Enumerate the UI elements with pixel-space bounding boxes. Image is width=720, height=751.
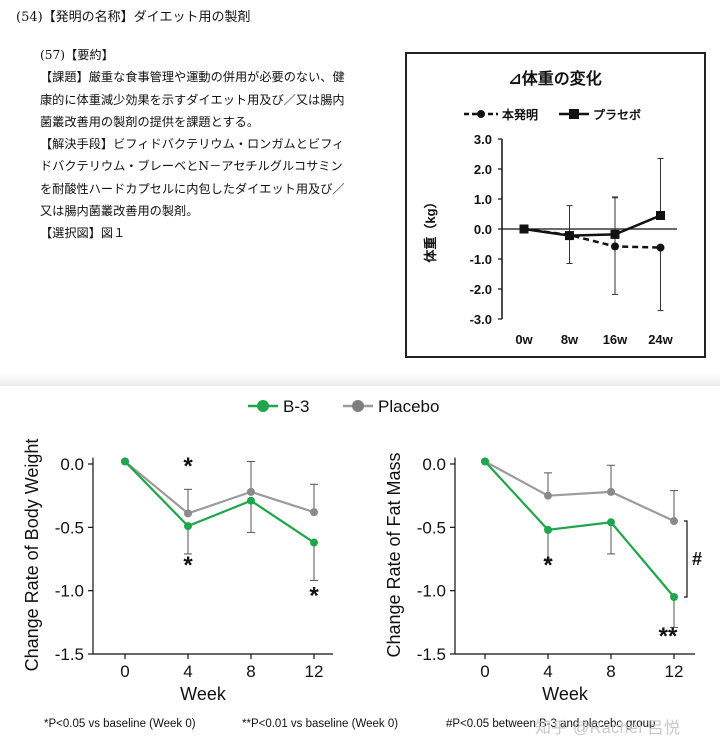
series-line: [124, 460, 315, 515]
group-difference-bracket: [684, 520, 688, 598]
footnote-p005: *P<0.05 vs baseline (Week 0): [44, 718, 196, 730]
significance-mark: *: [543, 552, 553, 579]
y-axis-label: 体重（kg）: [423, 195, 438, 262]
series-line: [484, 460, 675, 598]
legend-label: Placebo: [378, 397, 439, 416]
x-axis-label: Week: [180, 684, 227, 704]
data-point: [565, 231, 574, 241]
abstract-block: (57)【要約】 【課題】厳重な食事管理や運動の併用が必要のない、健 康的に体重…: [40, 44, 390, 245]
series-line: [484, 460, 675, 522]
data-point: [607, 487, 615, 496]
data-point: [519, 224, 529, 234]
y-tick-label: 0.0: [60, 455, 84, 474]
data-point: [184, 509, 192, 518]
data-point: [670, 593, 678, 601]
abstract-line: を耐酸性ハードカプセルに内包したダイエット用及び／: [40, 181, 345, 196]
chart-title: ⊿体重の変化: [508, 69, 601, 88]
x-tick-label: 0: [480, 662, 489, 681]
y-tick-label: -0.5: [55, 518, 84, 537]
data-point: [656, 243, 665, 252]
y-tick-label: -1.5: [55, 645, 84, 664]
clinical-results-charts: B-3 Placebo 0.0 -0.5 -1.0 -1.5 0 4 8 12 Week Change…: [22, 397, 702, 704]
x-tick-label: 12: [665, 662, 684, 681]
data-point: [656, 211, 665, 220]
x-tick-label: 16w: [603, 332, 628, 347]
footnote-between-groups: #P<0.05 between B-3 and placebo group: [446, 718, 656, 730]
y-tick-label: 3.0: [474, 132, 492, 147]
abstract-line: 【解決手段】ビフィドバクテリウム・ロンガムとビフィ: [40, 137, 345, 152]
x-tick-label: 24w: [648, 332, 673, 347]
invention-title-header: (54)【発明の名称】ダイエット用の製剤: [16, 10, 251, 25]
data-point: [544, 525, 552, 534]
data-point: [544, 491, 552, 500]
selected-figure-box: ⊿体重の変化本発明 プラセボ 3.0 2.0 1.0 0.0 -1.0 -2.0 -3.0 体重（…: [405, 52, 706, 358]
legend-label: 本発明: [502, 107, 538, 122]
legend-marker-b3: [257, 400, 269, 412]
data-point: [607, 518, 615, 527]
x-tick-label: 12: [305, 662, 324, 681]
data-point: [310, 508, 318, 517]
y-tick-label: 0.0: [422, 455, 446, 474]
x-tick-label: 8: [246, 662, 255, 681]
abstract-line: 又は腸内菌叢改善用の製剤。: [40, 204, 199, 219]
data-point: [481, 457, 489, 466]
x-tick-label: 4: [543, 662, 552, 681]
abstract-line: (57)【要約】: [40, 48, 114, 62]
data-point: [610, 229, 620, 239]
legend-marker-present-invention: [477, 110, 485, 118]
legend-marker-placebo: [569, 109, 579, 119]
x-tick-label: 0: [120, 662, 129, 681]
data-point: [121, 457, 129, 466]
y-axis-label: Change Rate of Body Weight: [22, 439, 42, 672]
footnote-p001: **P<0.01 vs baseline (Week 0): [242, 718, 399, 730]
significance-mark: *: [309, 582, 319, 609]
significance-mark: **: [659, 623, 678, 650]
x-tick-label: 8: [606, 662, 615, 681]
data-point: [611, 242, 619, 251]
y-tick-label: 1.0: [474, 192, 492, 207]
x-tick-label: 4: [183, 662, 192, 681]
significance-mark: *: [183, 552, 193, 579]
series-line: [124, 460, 315, 544]
x-tick-label: 8w: [561, 332, 579, 347]
series-line: [523, 214, 661, 237]
watermark: 知乎 @Rachel 吕悦: [535, 720, 681, 737]
y-tick-label: -3.0: [470, 312, 492, 327]
legend-label: プラセボ: [593, 107, 641, 122]
section-separator: [0, 372, 720, 386]
y-tick-label: -1.0: [470, 252, 492, 267]
y-tick-label: -0.5: [417, 518, 446, 537]
data-point: [247, 496, 255, 505]
x-tick-label: 0w: [515, 332, 533, 347]
abstract-line: 菌叢改善用の製剤の提供を課題とする。: [40, 114, 260, 129]
legend-marker-placebo: [352, 400, 364, 412]
y-tick-label: -2.0: [470, 282, 492, 297]
significance-mark: *: [183, 453, 193, 480]
data-point: [247, 487, 255, 496]
y-tick-label: 0.0: [474, 222, 492, 237]
legend-label: B-3: [283, 397, 309, 416]
y-tick-label: -1.0: [417, 582, 446, 601]
significance-mark: #: [692, 549, 702, 569]
y-tick-label: -1.5: [417, 645, 446, 664]
abstract-line: 康的に体重減少効果を示すダイエット用及び／又は腸内: [40, 92, 345, 107]
y-tick-label: -1.0: [55, 582, 84, 601]
data-point: [670, 517, 678, 525]
footnotes: *P<0.05 vs baseline (Week 0) **P<0.01 vs…: [0, 706, 720, 751]
y-tick-label: 2.0: [474, 162, 492, 177]
x-axis-label: Week: [542, 684, 589, 704]
data-point: [310, 538, 318, 547]
y-axis-label: Change Rate of Fat Mass: [384, 452, 404, 657]
abstract-line: ドバクテリウム・ブレーベとN－アセチルグルコサミン: [40, 159, 343, 174]
abstract-line: 【課題】厳重な食事管理や運動の併用が必要のない、健: [40, 70, 345, 85]
data-point: [184, 522, 192, 531]
abstract-line: 【選択図】図１: [40, 226, 126, 241]
